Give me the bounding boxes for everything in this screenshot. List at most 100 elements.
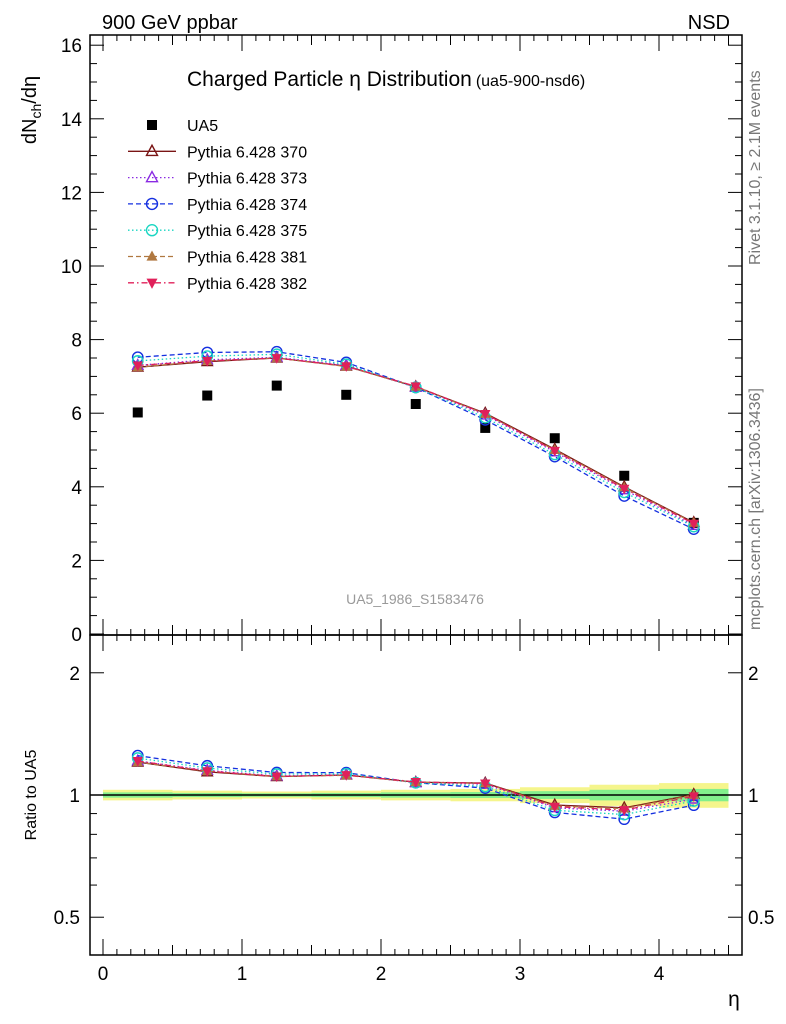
legend-entry: Pythia 6.428 370 [128, 143, 307, 161]
ratio-y-tick-label-right: 1 [748, 786, 759, 807]
data-point [549, 433, 560, 444]
main-y-axis-label: dNch/dη [19, 76, 44, 144]
data-point [619, 484, 630, 495]
legend-label: Pythia 6.428 381 [187, 250, 307, 267]
x-axis-label: η [728, 988, 740, 1011]
main-y-tick-label: 12 [61, 183, 82, 204]
series-line [137, 351, 695, 530]
data-point [688, 519, 699, 530]
series-pythia-6-428-381 [132, 352, 699, 527]
ratio-data-point [619, 806, 630, 816]
data-point [410, 382, 421, 393]
process-label: NSD [688, 12, 730, 34]
ratio-series-line [137, 757, 694, 816]
ratio-y-tick-label-right: 2 [748, 664, 759, 685]
data-point [202, 357, 213, 367]
chart-title: Charged Particle η Distribution (ua5-900-… [187, 68, 585, 91]
x-tick-label: 3 [515, 964, 526, 985]
ratio-plot-panel: 0.5 0.5 1 1 2 2 0 1 2 3 4 Ratio to UA5 η [23, 634, 775, 1011]
x-tick-label: 0 [98, 964, 109, 985]
x-tick-label: 1 [237, 964, 248, 985]
ratio-data-point [341, 771, 352, 781]
ratio-series-line [137, 761, 694, 810]
main-x-axis [102, 35, 729, 635]
data-point [480, 410, 491, 420]
ratio-series-line [137, 760, 694, 812]
series-line [137, 356, 695, 527]
data-point [202, 390, 213, 401]
legend-entry: Pythia 6.428 375 [128, 223, 307, 240]
legend-entry: Pythia 6.428 373 [128, 170, 307, 188]
ratio-data-point [410, 778, 421, 788]
series-pythia-6-428-374 [131, 345, 700, 536]
series-line [137, 357, 695, 525]
legend-label: Pythia 6.428 370 [187, 144, 307, 161]
legend-entry: Pythia 6.428 381 [128, 250, 307, 267]
main-y-tick-label: 14 [61, 110, 83, 131]
ratio-y-tick-label: 0.5 [54, 908, 80, 929]
series-pythia-6-428-382 [132, 354, 699, 530]
ratio-data-point [549, 802, 560, 813]
legend-marker [145, 143, 159, 157]
main-y-tick-label: 8 [71, 331, 82, 352]
legend: UA5 Pythia 6.428 370 Pythia 6.428 373 Pythi… [128, 118, 307, 293]
legend-entry: Pythia 6.428 382 [128, 276, 307, 293]
data-point [619, 470, 630, 481]
analysis-tag: UA5_1986_S1583476 [346, 591, 484, 607]
data-point [132, 361, 143, 372]
legend-marker [145, 170, 159, 183]
ratio-series-group [131, 749, 701, 826]
main-y-tick-label: 10 [61, 257, 82, 278]
x-tick-label: 2 [376, 964, 387, 985]
series-pythia-6-428-373 [131, 350, 701, 531]
legend-entry: Pythia 6.428 374 [128, 197, 307, 214]
series-line [137, 353, 695, 528]
ratio-y-tick-label-right: 0.5 [748, 908, 774, 929]
ratio-data-point [480, 779, 491, 790]
data-point [271, 380, 282, 391]
legend-label: Pythia 6.428 382 [187, 276, 307, 293]
main-series-group [131, 345, 701, 536]
ratio-y-axis: 0.5 0.5 1 1 2 2 [54, 664, 775, 929]
ratio-data-point [271, 772, 282, 783]
ratio-y-tick-label: 1 [69, 786, 80, 807]
source-text: mcplots.cern.ch [arXiv:1306.3436] [747, 388, 764, 630]
main-y-tick-label: 0 [71, 625, 82, 646]
ratio-data-point [132, 757, 143, 767]
ratio-y-tick-label: 2 [69, 664, 80, 685]
series-pythia-6-428-370 [131, 350, 701, 528]
series-pythia-6-428-375 [131, 348, 700, 533]
ratio-series-pythia-6-428-382 [132, 757, 699, 816]
data-point [549, 446, 560, 457]
main-y-axis: 0 2 4 6 8 10 12 14 16 [61, 36, 742, 646]
main-y-tick-label: 16 [61, 36, 82, 57]
main-y-tick-label: 6 [71, 404, 82, 425]
ratio-y-axis-label: Ratio to UA5 [23, 750, 40, 841]
main-y-tick-label: 4 [71, 478, 82, 499]
legend-label: UA5 [187, 118, 218, 135]
legend-label: Pythia 6.428 375 [187, 223, 307, 240]
legend-label: Pythia 6.428 374 [187, 197, 307, 214]
main-plot-panel: 0 2 4 6 8 10 12 14 16 dNch/dη Charged Particle η… [19, 34, 743, 646]
legend-entry: UA5 [147, 118, 218, 135]
main-y-tick-label: 2 [71, 551, 82, 572]
data-point [480, 422, 491, 433]
ratio-x-axis: 0 1 2 3 4 [98, 635, 729, 985]
series-ua5 [132, 380, 699, 528]
legend-marker [147, 120, 157, 130]
ratio-data-point [688, 792, 699, 802]
legend-label: Pythia 6.428 373 [187, 171, 307, 188]
x-tick-label: 4 [654, 964, 665, 985]
data-point [341, 362, 352, 372]
legend-marker [146, 278, 158, 289]
rivet-version-text: Rivet 3.1.10, ≥ 2.1M events [747, 70, 764, 265]
ratio-data-point [202, 767, 213, 777]
collision-label: 900 GeV ppbar [102, 12, 238, 34]
legend-marker [145, 223, 159, 237]
data-point [341, 389, 352, 400]
data-point [410, 399, 421, 409]
legend-marker [146, 250, 158, 261]
data-point [271, 354, 282, 364]
legend-marker [145, 197, 159, 211]
